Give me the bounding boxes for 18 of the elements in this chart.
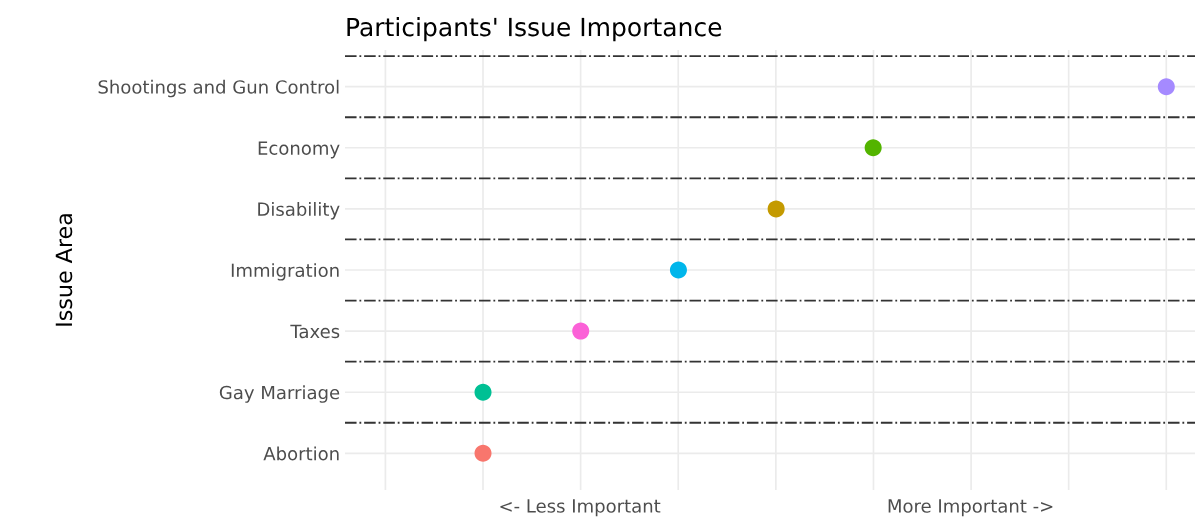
- chart-title: Participants' Issue Importance: [347, 17, 722, 42]
- y-tick-label: Gay Marriage: [219, 385, 340, 403]
- y-tick-label: Immigration: [231, 263, 339, 281]
- point: [474, 383, 492, 401]
- point: [1157, 78, 1175, 96]
- text: <- Less Important: [500, 499, 661, 517]
- text: More Important ->: [888, 499, 1053, 517]
- y-axis-title: Issue Area: [55, 214, 73, 326]
- point: [572, 322, 590, 340]
- point: [767, 200, 785, 218]
- y-tick-label: Shootings and Gun Control: [98, 79, 339, 98]
- point: [864, 139, 882, 157]
- y-tick-label: Taxes: [290, 324, 340, 339]
- y-tick-label: Disability: [258, 202, 340, 220]
- y-tick-label: Economy: [258, 141, 340, 159]
- point: [474, 444, 492, 462]
- point: [669, 261, 687, 279]
- y-tick-label: Abortion: [263, 446, 339, 461]
